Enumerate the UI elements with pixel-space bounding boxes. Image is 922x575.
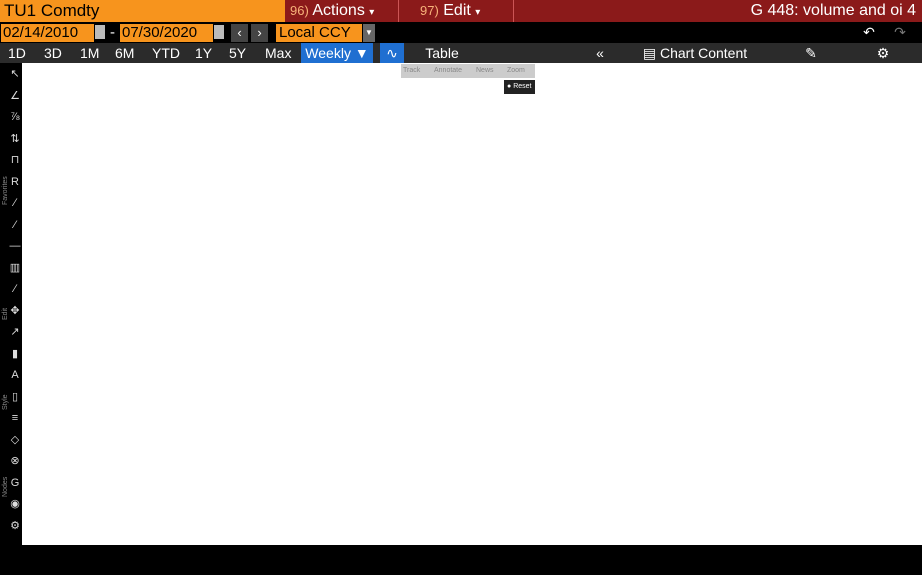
menu-number: 97): [420, 3, 439, 18]
period-button[interactable]: 6M: [115, 45, 135, 61]
edit-button[interactable]: ✎: [805, 45, 817, 61]
popup-tool[interactable]: Zoom: [507, 67, 525, 74]
dropdown-arrow: ▾: [475, 7, 481, 18]
menu-bar: [285, 0, 922, 22]
chart-name: G 448: volume and oi 4: [750, 2, 916, 19]
edit-menu[interactable]: 97) Edit ▾: [420, 0, 480, 22]
tool-icon[interactable]: ∠: [10, 89, 20, 102]
redo-button[interactable]: ↷: [894, 24, 906, 40]
tool-icon[interactable]: ≡: [11, 412, 19, 424]
tool-icon[interactable]: ▯: [11, 390, 19, 403]
calendar-icon[interactable]: [214, 25, 224, 39]
popup-tool[interactable]: Track: [403, 67, 421, 74]
tool-icon[interactable]: ⊓: [10, 154, 20, 166]
plot-background: [22, 63, 922, 545]
dropdown-arrow[interactable]: ▼: [363, 24, 375, 42]
calendar-icon[interactable]: [95, 25, 105, 39]
tool-icon[interactable]: ✥: [10, 304, 20, 317]
divider: [398, 0, 399, 22]
table-button[interactable]: Table: [425, 45, 459, 61]
actions-menu[interactable]: 96) Actions ▾: [290, 0, 396, 22]
end-date[interactable]: 07/30/2020: [120, 24, 213, 42]
dropdown-arrow: ▾: [369, 7, 375, 18]
x-axis-band: [0, 545, 922, 575]
tool-icon[interactable]: ⊗: [10, 455, 20, 467]
period-button[interactable]: Max: [265, 45, 292, 61]
tool-icon[interactable]: ◉: [10, 498, 20, 510]
ticker-bar: [0, 0, 285, 22]
popup-tool[interactable]: News: [476, 67, 494, 74]
toolbar: [0, 43, 922, 63]
next-button[interactable]: ›: [251, 24, 268, 42]
settings-button[interactable]: ⚙: [876, 45, 890, 61]
popup-tool[interactable]: Annotate: [434, 67, 463, 74]
reset-button[interactable]: ● Reset: [504, 80, 535, 94]
date-bar: [0, 22, 922, 43]
period-button[interactable]: 1D: [8, 45, 26, 61]
period-button[interactable]: 1Y: [195, 45, 213, 61]
sidebar: [0, 63, 22, 575]
period-button[interactable]: 5Y: [229, 45, 247, 61]
prev-button[interactable]: ‹: [231, 24, 248, 42]
tool-icon[interactable]: ▥: [9, 261, 21, 274]
frequency-button[interactable]: Weekly ▼: [301, 43, 373, 63]
ticker[interactable]: TU1 Comdty: [4, 1, 100, 20]
period-button[interactable]: YTD: [152, 45, 180, 61]
date-separator: -: [110, 24, 115, 41]
chart-content-button[interactable]: ▤ Chart Content: [640, 43, 750, 63]
icon: ▤: [642, 45, 657, 61]
period-button[interactable]: 3D: [44, 45, 62, 61]
frequency: Weekly: [305, 45, 351, 61]
start-date[interactable]: 02/14/2010: [1, 24, 94, 42]
collapse-button[interactable]: «: [596, 45, 604, 61]
tool-icon[interactable]: ∕: [14, 197, 16, 209]
tool-popup: [401, 64, 535, 78]
tool-icon[interactable]: ▮: [11, 347, 19, 360]
tool-icon[interactable]: ⁄: [14, 218, 16, 231]
menu-label: Edit: [443, 2, 471, 19]
undo-button[interactable]: ↶: [863, 24, 875, 40]
tool-icon[interactable]: ◇: [10, 433, 20, 446]
tool-icon[interactable]: ⇅: [10, 132, 20, 145]
divider: [513, 0, 514, 22]
chart-type-button[interactable]: ∿: [380, 43, 404, 63]
menu-label: Actions: [312, 2, 365, 19]
tool-icon[interactable]: —: [9, 240, 21, 252]
tool-icon[interactable]: ⚙: [10, 519, 20, 532]
currency[interactable]: Local CCY: [276, 24, 362, 42]
reset: Reset: [513, 83, 532, 90]
tool-icon[interactable]: ∕: [14, 283, 16, 295]
tool-icon[interactable]: ↗: [10, 326, 20, 338]
period-button[interactable]: 1M: [80, 45, 100, 61]
tool-icon[interactable]: A: [11, 369, 19, 381]
tool-icon[interactable]: G: [10, 476, 20, 489]
tool-icon[interactable]: ⅞: [10, 111, 20, 123]
tool-icon[interactable]: ↖: [10, 68, 20, 80]
chart-content: Chart Content: [659, 45, 748, 61]
menu-number: 96): [290, 3, 309, 18]
tool-icon[interactable]: R: [11, 175, 19, 188]
